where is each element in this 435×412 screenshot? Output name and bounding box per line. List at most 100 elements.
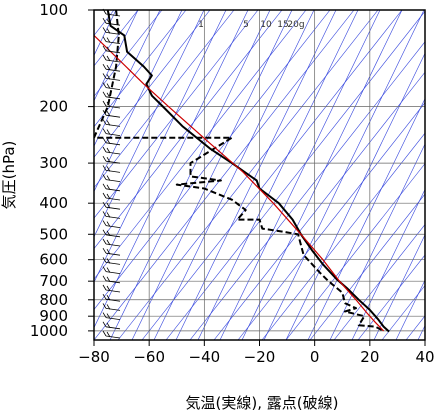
wind-barb-flag	[106, 110, 111, 117]
mixing-ratio-label: 1	[198, 20, 204, 30]
wind-barb-flag	[102, 247, 107, 254]
grid-layer	[94, 10, 435, 340]
isotherm-line	[430, 10, 435, 340]
wind-barb-flag	[106, 37, 111, 43]
wind-barb-flag	[102, 119, 107, 125]
wind-barb-flag	[102, 211, 107, 217]
adiabat-line	[241, 10, 403, 340]
mixing-ratio-label: 15	[277, 20, 288, 30]
wind-barb	[105, 50, 121, 54]
wind-barb-flag	[106, 120, 111, 126]
wind-barb-flag	[106, 138, 111, 145]
wind-barb-flag	[102, 275, 107, 282]
wind-barb-flag	[106, 212, 111, 218]
wind-barb-flag	[102, 73, 107, 79]
adiabat-line	[219, 10, 381, 340]
x-tick-label: −60	[133, 348, 165, 366]
wind-barb	[105, 252, 121, 256]
x-tick-label: −40	[189, 348, 221, 366]
wind-barb-flag	[106, 276, 111, 283]
wind-barb-flag	[106, 184, 111, 191]
wind-barb-flag	[102, 100, 107, 107]
series-line-2	[94, 34, 385, 332]
x-tick-label: 20	[360, 348, 379, 366]
wind-barb	[105, 59, 121, 63]
wind-barb-flag	[102, 128, 107, 134]
isotherm-line	[333, 224, 425, 340]
wind-barb	[105, 243, 121, 247]
adiabat-line	[94, 10, 161, 147]
wind-barb-flag	[102, 312, 107, 318]
y-tick-label: 300	[39, 154, 68, 172]
wind-barb	[105, 262, 121, 265]
isotherm-line	[285, 163, 425, 340]
y-tick-label: 1000	[30, 322, 68, 340]
adiabat-line	[94, 10, 249, 329]
isotherm-line	[237, 102, 425, 340]
adiabat-line	[395, 279, 425, 340]
wind-barb	[105, 234, 121, 238]
isotherm-line	[94, 10, 235, 189]
wind-barb	[105, 124, 121, 127]
wind-barb	[105, 206, 121, 210]
wind-barb-flag	[102, 155, 107, 162]
wind-barb	[105, 142, 121, 146]
wind-barb-flag	[106, 166, 111, 172]
wind-barb-flag	[106, 9, 111, 16]
adiabat-line	[351, 188, 425, 340]
wind-barb-flag	[106, 101, 111, 108]
wind-barb	[105, 160, 121, 164]
y-tick-label: 200	[39, 98, 68, 116]
series-line-0	[106, 10, 390, 333]
wind-barb	[105, 87, 121, 90]
adiabat-line	[197, 10, 359, 340]
wind-barb	[105, 41, 121, 44]
adiabat-line	[263, 10, 425, 340]
isotherm-line	[165, 10, 425, 340]
wind-barb-flag	[106, 74, 111, 80]
y-tick-label: 400	[39, 194, 68, 212]
wind-barb-flag	[106, 147, 111, 154]
wind-barb-flag	[102, 45, 107, 52]
wind-barb-flag	[102, 63, 107, 70]
wind-barb-flag	[106, 221, 111, 227]
wind-barb	[105, 32, 121, 35]
wind-barb	[105, 298, 121, 302]
adiabat-line	[329, 143, 425, 340]
adiabat-line	[94, 10, 183, 193]
wind-barb-flag	[102, 54, 107, 61]
wind-barb-flag	[106, 175, 111, 181]
mixing-ratio-label: 20g	[287, 20, 304, 30]
wind-barb-flag	[102, 220, 107, 226]
y-tick-label: 900	[39, 307, 68, 325]
wind-barb-flag	[106, 304, 111, 310]
wind-barb-flag	[102, 257, 107, 263]
isotherm-line	[94, 10, 259, 219]
wind-barb-flag	[106, 202, 111, 209]
wind-barb	[105, 197, 121, 201]
isotherm-line	[309, 193, 425, 340]
axes-layer: −80 −60 −40 −20 0 20 40 100 200 300 400 500 600 70080…	[30, 1, 435, 366]
wind-barb	[105, 96, 121, 100]
isotherm-line	[141, 10, 403, 340]
wind-barb	[105, 326, 121, 330]
wind-barb	[105, 317, 121, 320]
adiabat-line	[131, 10, 293, 340]
wind-barb-flag	[102, 17, 107, 24]
wind-barb-flag	[102, 174, 107, 180]
wind-barb-flag	[102, 266, 107, 272]
wind-barb	[105, 216, 121, 219]
adiabat-line	[94, 10, 139, 102]
adiabat-line	[285, 52, 425, 340]
isotherm-line	[94, 10, 331, 311]
y-tick-label: 600	[39, 251, 68, 269]
adiabat-line	[175, 10, 337, 340]
wind-barb-flag	[102, 27, 107, 33]
isotherm-line	[94, 10, 307, 280]
wind-barb-flag	[102, 183, 107, 190]
wind-barb-flag	[106, 258, 111, 264]
wind-barb-flag	[106, 46, 111, 53]
adiabat-line	[373, 234, 425, 340]
isotherm-line	[94, 10, 283, 250]
